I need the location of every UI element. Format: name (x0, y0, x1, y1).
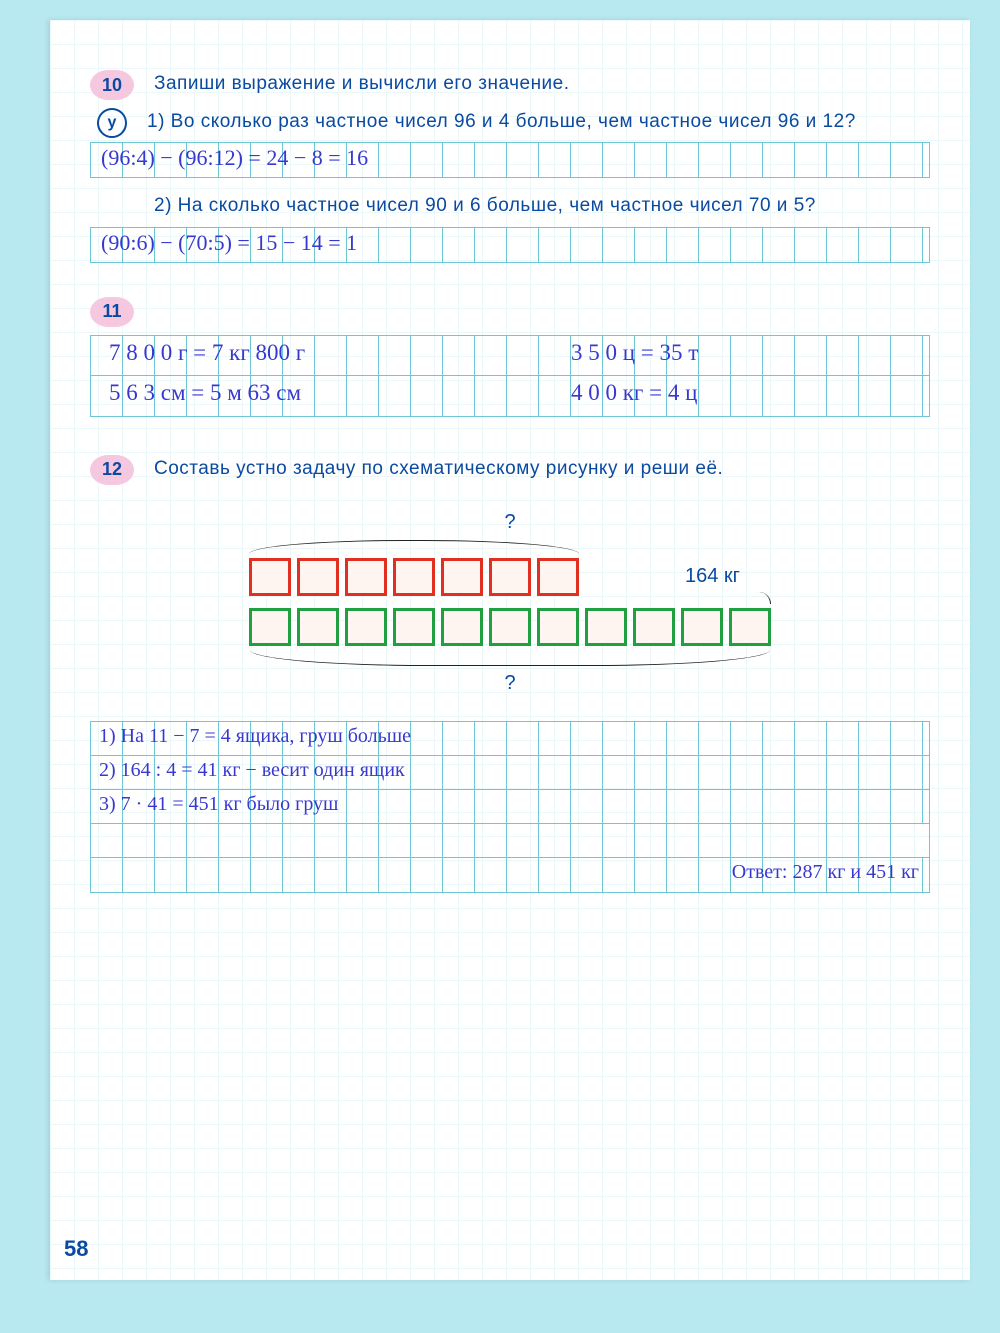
diagram-qmark-top: ? (249, 511, 771, 534)
diagram-row-green (249, 608, 771, 646)
task-10-q1-row: у 1) Во сколько раз частное чисел 96 и 4… (90, 108, 930, 138)
task-10-q2-row: 2) На сколько частное чисел 90 и 6 больш… (154, 192, 930, 221)
task-10-answer-grid-2: (90:6) − (70:5) = 15 − 14 = 1 (90, 227, 930, 263)
task-10-q1: 1) Во сколько раз частное чисел 96 и 4 б… (147, 108, 856, 138)
task-11-r1-right: 3 5 0 ц = 35 т (571, 340, 698, 366)
task-number-badge-12: 12 (90, 455, 134, 485)
solution-answer: Ответ: 287 кг и 451 кг (732, 861, 919, 884)
solution-line-3: 3) 7 · 41 = 451 кг было груш (99, 793, 338, 816)
page-number: 58 (64, 1236, 88, 1262)
task-11-r2-right: 4 0 0 кг = 4 ц (571, 380, 697, 406)
task-12-diagram: ? 164 кг ? (210, 505, 810, 701)
level-badge-u: у (97, 108, 127, 138)
task-10-q2: 2) На сколько частное чисел 90 и 6 больш… (154, 192, 816, 221)
task-11-grid: 7 8 0 0 г = 7 кг 800 г 3 5 0 ц = 35 т 5 … (90, 335, 930, 417)
solution-line-2: 2) 164 : 4 = 41 кг − весит один ящик (99, 759, 405, 782)
task-number-badge-11: 11 (90, 297, 134, 327)
task-10-answer-grid-1: (96:4) − (96:12) = 24 − 8 = 16 (90, 142, 930, 178)
task-10-header: 10 Запиши выражение и вычисли его значен… (90, 70, 930, 100)
task-12-header: 12 Составь устно задачу по схематическом… (90, 455, 930, 485)
task-number-badge-10: 10 (90, 70, 134, 100)
task-10-intro: Запиши выражение и вычисли его значение. (154, 70, 570, 100)
task-10-answer-1: (96:4) − (96:12) = 24 − 8 = 16 (101, 145, 368, 171)
solution-line-1: 1) На 11 − 7 = 4 ящика, груш больше (99, 725, 411, 748)
diagram-row-red: 164 кг (249, 558, 771, 596)
task-10-answer-2: (90:6) − (70:5) = 15 − 14 = 1 (101, 230, 357, 256)
task-12-solution-grid: 1) На 11 − 7 = 4 ящика, груш больше 2) 1… (90, 721, 930, 893)
task-11-r1-left: 7 8 0 0 г = 7 кг 800 г (109, 340, 305, 366)
task-12-text: Составь устно задачу по схематическому р… (154, 455, 723, 485)
diagram-kg-label: 164 кг (685, 565, 740, 588)
task-11-r2-left: 5 6 3 см = 5 м 63 см (109, 380, 301, 406)
diagram-qmark-bottom: ? (249, 672, 771, 695)
